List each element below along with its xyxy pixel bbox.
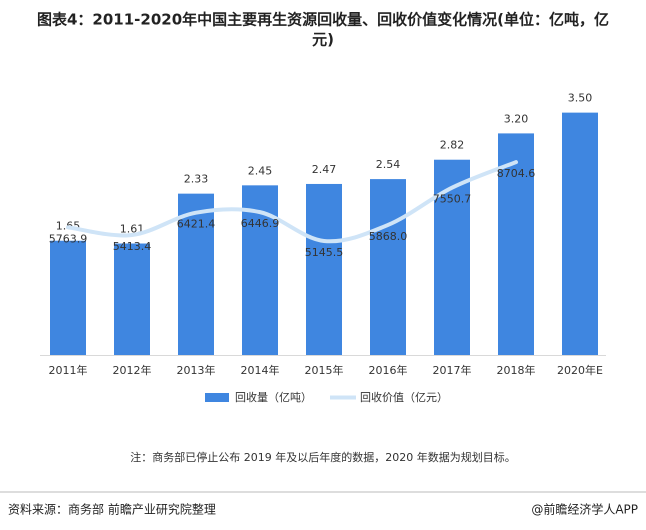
bar-value-label: 2.33 xyxy=(184,173,209,186)
legend-swatch xyxy=(205,393,229,402)
line-value-label: 7550.7 xyxy=(433,193,472,206)
line xyxy=(66,160,518,244)
bar-value-label: 2.54 xyxy=(376,158,401,171)
x-tick-label: 2016年 xyxy=(369,363,408,377)
x-tick-label: 2015年 xyxy=(305,363,344,377)
bar xyxy=(498,133,534,355)
bar xyxy=(370,179,406,355)
x-tick-label: 2012年 xyxy=(113,363,152,377)
note: 注：商务部已停止公布 2019 年及以后年度的数据，2020 年数据为规划目标。 xyxy=(130,450,515,464)
bar xyxy=(114,243,150,355)
bar-value-label: 2.47 xyxy=(312,163,337,176)
line-value-label: 5868.0 xyxy=(369,230,408,243)
bar xyxy=(562,112,598,355)
chart-title: 元) xyxy=(312,31,334,49)
line-value-label: 6446.9 xyxy=(241,217,280,230)
x-tick-label: 2013年 xyxy=(177,363,216,377)
line-value-label: 8704.6 xyxy=(497,167,536,180)
legend-label: 回收价值（亿元） xyxy=(360,390,448,404)
line-value-label: 5413.4 xyxy=(113,240,152,253)
line-value-label: 5145.5 xyxy=(305,246,344,259)
line-value-label: 5763.9 xyxy=(49,232,88,245)
chart-title: 图表4：2011-2020年中国主要再生资源回收量、回收价值变化情况(单位：亿吨… xyxy=(37,11,609,29)
bar xyxy=(50,240,86,355)
x-tick-label: 2017年 xyxy=(433,363,472,377)
x-tick-label: 2020年E xyxy=(557,363,603,377)
bar-value-label: 2.45 xyxy=(248,164,273,177)
bar-value-label: 3.50 xyxy=(568,92,593,105)
line-value-label: 6421.4 xyxy=(177,218,216,231)
x-tick-label: 2011年 xyxy=(49,363,88,377)
bar-value-label: 2.82 xyxy=(440,139,465,152)
legend-label: 回收量（亿吨） xyxy=(235,390,312,404)
source: 资料来源：商务部 前瞻产业研究院整理 xyxy=(8,502,216,517)
bar xyxy=(306,183,342,355)
x-tick-label: 2018年 xyxy=(497,363,536,377)
bar xyxy=(178,193,214,355)
bar-value-label: 3.20 xyxy=(504,112,529,125)
x-tick-label: 2014年 xyxy=(241,363,280,377)
brand: @前瞻经济学人APP xyxy=(531,502,638,517)
